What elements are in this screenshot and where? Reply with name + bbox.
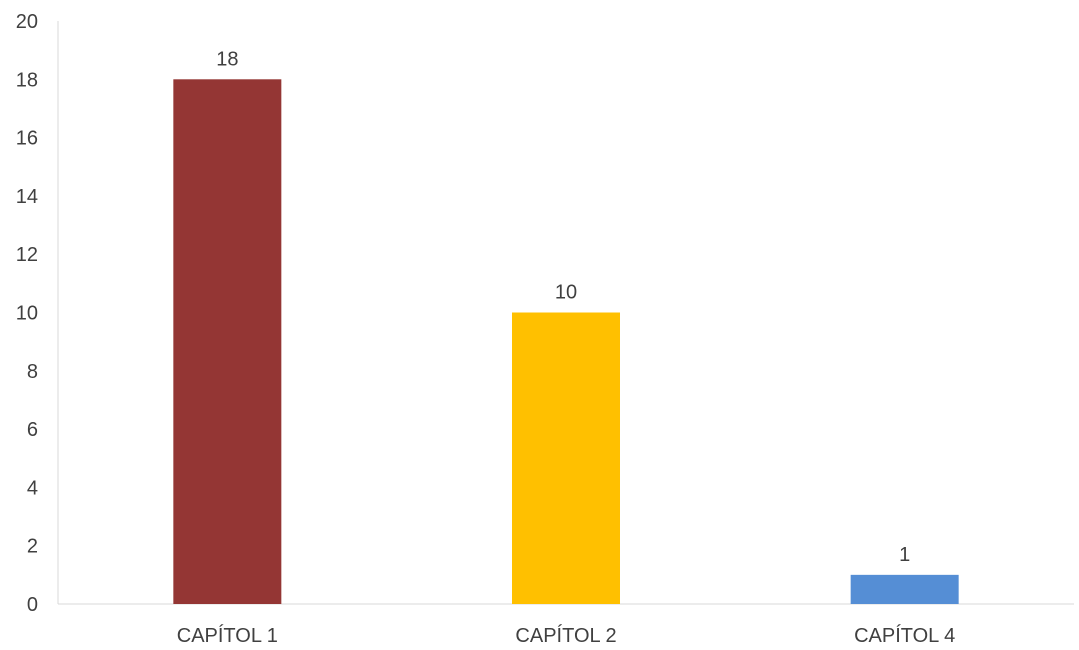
y-tick-label: 4	[27, 477, 38, 499]
data-label: 1	[899, 544, 910, 566]
x-tick-label: CAPÍTOL 1	[177, 624, 278, 645]
data-labels: 18 10 1	[216, 48, 910, 566]
x-axis: CAPÍTOL 1 CAPÍTOL 2 CAPÍTOL 4	[58, 603, 1074, 647]
y-tick-label: 12	[16, 244, 38, 266]
data-label: 18	[216, 48, 238, 70]
bar	[173, 79, 282, 605]
bar	[850, 574, 959, 604]
y-tick-label: 6	[27, 419, 38, 441]
y-axis: 0 2 4 6 8 10 12 14 16 18 20	[16, 11, 59, 616]
y-tick-label: 14	[16, 186, 38, 208]
y-tick-label: 16	[16, 128, 38, 150]
x-tick-label: CAPÍTOL 4	[854, 624, 955, 645]
y-tick-label: 0	[27, 594, 38, 616]
y-tick-label: 2	[27, 536, 38, 558]
x-tick-label: CAPÍTOL 2	[515, 624, 616, 645]
y-tick-label: 8	[27, 361, 38, 383]
y-tick-label: 18	[16, 69, 38, 91]
y-tick-label: 20	[16, 11, 38, 33]
bar	[512, 312, 620, 604]
data-label: 10	[555, 282, 577, 304]
y-tick-label: 10	[16, 303, 38, 325]
bars	[173, 79, 959, 605]
